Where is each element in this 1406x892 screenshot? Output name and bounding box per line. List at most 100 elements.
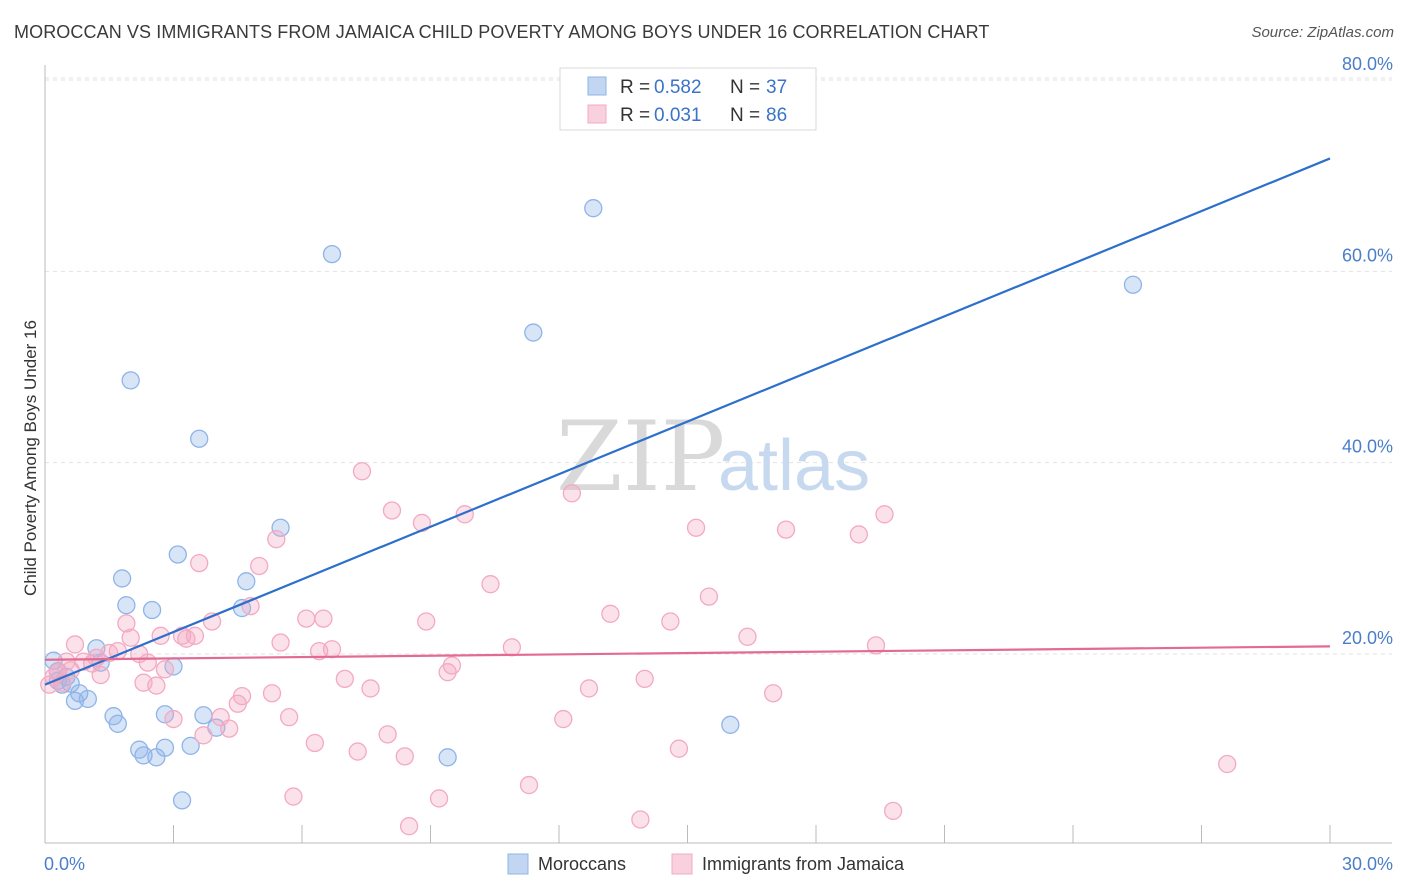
point-moroccans xyxy=(271,518,290,537)
point-jamaica xyxy=(267,530,286,549)
point-jamaica xyxy=(875,505,894,524)
point-jamaica xyxy=(305,733,325,753)
point-jamaica xyxy=(661,612,680,631)
axes xyxy=(44,65,1392,844)
point-jamaica xyxy=(190,553,209,573)
data-points xyxy=(40,199,1237,836)
point-jamaica xyxy=(502,638,522,657)
point-moroccans xyxy=(142,600,162,620)
point-jamaica xyxy=(631,810,650,829)
point-jamaica xyxy=(699,587,719,606)
point-jamaica xyxy=(155,660,175,679)
chart-source: Source: ZipAtlas.com xyxy=(1251,24,1394,41)
legend-n-label: N = xyxy=(730,77,760,98)
y-axis-label: Child Poverty Among Boys Under 16 xyxy=(21,320,40,596)
point-moroccans xyxy=(155,738,175,757)
trend-line-moroccans xyxy=(44,157,1331,686)
point-jamaica xyxy=(164,709,183,729)
point-jamaica xyxy=(395,747,414,766)
point-jamaica xyxy=(481,575,500,594)
point-jamaica xyxy=(579,679,599,698)
point-jamaica xyxy=(271,633,290,652)
y-tick-label: 80.0% xyxy=(1342,54,1393,74)
legend-swatch xyxy=(587,104,607,124)
bottom-legend-label: Immigrants from Jamaica xyxy=(702,854,905,874)
point-jamaica xyxy=(314,609,333,628)
point-jamaica xyxy=(262,684,282,703)
point-jamaica xyxy=(361,679,380,698)
bottom-legend: Moroccans Immigrants from Jamaica xyxy=(507,853,905,875)
watermark-atlas: atlas xyxy=(718,426,870,506)
point-moroccans xyxy=(78,689,97,709)
bottom-legend-swatch xyxy=(671,853,693,875)
legend-n-label: N = xyxy=(730,105,760,126)
point-moroccans xyxy=(181,736,200,755)
y-tick-label: 40.0% xyxy=(1342,437,1393,457)
y-tick-label: 60.0% xyxy=(1342,245,1393,265)
point-jamaica xyxy=(138,653,157,672)
point-jamaica xyxy=(250,556,269,576)
point-moroccans xyxy=(172,791,192,810)
point-moroccans xyxy=(117,596,136,615)
trend-line-jamaica xyxy=(44,645,1331,661)
point-jamaica xyxy=(279,707,299,727)
point-jamaica xyxy=(442,656,462,675)
legend-n-value: 86 xyxy=(766,105,787,126)
point-jamaica xyxy=(335,669,354,689)
point-moroccans xyxy=(121,371,140,390)
grid-lines xyxy=(45,77,1392,655)
point-jamaica xyxy=(121,628,140,647)
point-moroccans xyxy=(155,705,175,724)
point-jamaica xyxy=(635,669,654,689)
point-moroccans xyxy=(194,706,213,725)
watermark-zip: ZIP xyxy=(556,401,725,513)
point-moroccans xyxy=(190,429,209,448)
point-jamaica xyxy=(601,604,620,623)
point-moroccans xyxy=(524,323,543,342)
point-jamaica xyxy=(348,742,367,761)
bottom-legend-label: Moroccans xyxy=(538,854,626,874)
point-jamaica xyxy=(91,665,110,685)
x-tick-label-max: 30.0% xyxy=(1342,854,1393,874)
legend: R = 0.582 N = 37 R = 0.031 N = 86 xyxy=(559,67,817,131)
point-jamaica xyxy=(669,739,689,758)
legend-r-label: R = xyxy=(620,77,650,98)
point-moroccans xyxy=(168,545,187,564)
point-jamaica xyxy=(297,609,316,628)
bottom-legend-swatch xyxy=(507,853,529,875)
point-jamaica xyxy=(399,817,419,836)
point-jamaica xyxy=(883,801,903,821)
point-moroccans xyxy=(108,714,127,733)
point-jamaica xyxy=(519,775,539,795)
point-jamaica xyxy=(65,635,85,654)
legend-n-value: 37 xyxy=(766,77,787,98)
point-jamaica xyxy=(849,525,868,544)
point-moroccans xyxy=(721,715,740,734)
point-jamaica xyxy=(738,627,757,646)
point-jamaica xyxy=(232,686,252,706)
point-jamaica xyxy=(429,789,449,808)
point-jamaica xyxy=(1218,754,1237,774)
tick-labels: 20.0% 40.0% 60.0% 80.0% 0.0% 30.0% xyxy=(44,54,1393,874)
point-jamaica xyxy=(686,518,706,537)
point-jamaica xyxy=(220,719,239,738)
point-jamaica xyxy=(776,520,796,539)
point-moroccans xyxy=(1123,275,1143,294)
point-moroccans xyxy=(584,199,603,218)
point-jamaica xyxy=(185,626,205,645)
point-jamaica xyxy=(417,612,436,631)
point-jamaica xyxy=(866,636,886,655)
point-jamaica xyxy=(562,484,581,503)
point-jamaica xyxy=(382,501,402,520)
point-jamaica xyxy=(554,709,573,729)
point-jamaica xyxy=(194,726,213,745)
y-tick-label: 20.0% xyxy=(1342,628,1393,648)
point-moroccans xyxy=(322,244,342,264)
x-tick-label-min: 0.0% xyxy=(44,854,85,874)
chart-title: MOROCCAN VS IMMIGRANTS FROM JAMAICA CHIL… xyxy=(14,22,990,42)
legend-r-label: R = xyxy=(620,105,650,126)
point-jamaica xyxy=(764,684,783,703)
legend-r-value: 0.031 xyxy=(654,105,702,126)
point-moroccans xyxy=(438,748,457,767)
